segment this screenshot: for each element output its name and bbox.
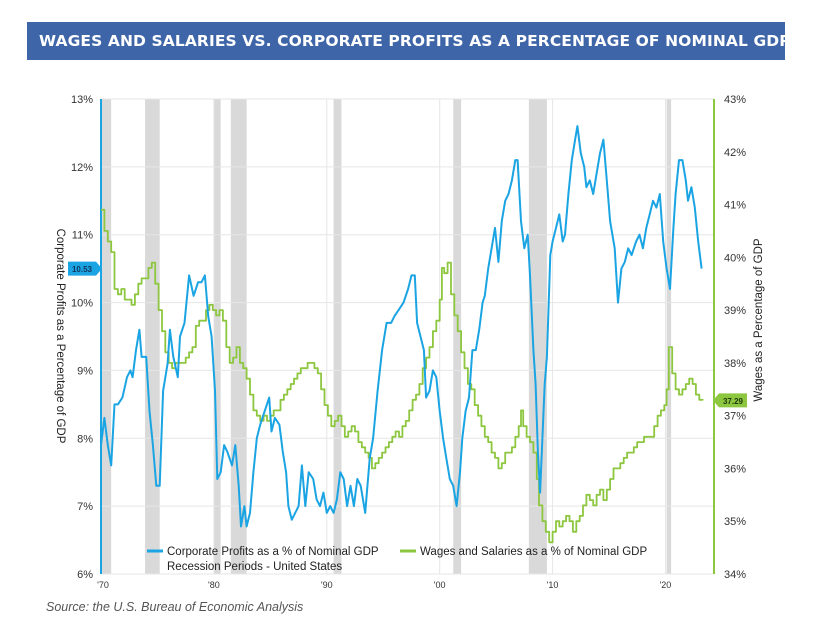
y-left-axis-title: Corporate Profits as a Percentage of GDP: [54, 229, 66, 444]
x-tick-label: '20: [660, 580, 672, 590]
recession-band: [213, 99, 221, 574]
title-banner: WAGES AND SALARIES VS. CORPORATE PROFITS…: [27, 22, 791, 60]
left-end-value-marker: [68, 261, 102, 276]
legend-label-profits: Corporate Profits as a % of Nominal GDP: [167, 546, 379, 558]
recession-band: [101, 99, 112, 574]
y-right-tick-label: 39%: [724, 305, 746, 317]
y-right-tick-label: 34%: [724, 569, 746, 581]
x-tick-label: '70: [97, 580, 109, 590]
y-left-tick-label: 13%: [71, 94, 93, 106]
recession-band: [528, 99, 547, 574]
source-note: Source: the U.S. Bureau of Economic Anal…: [46, 600, 304, 614]
y-left-tick-label: 10%: [71, 298, 93, 310]
x-tick-label: '90: [321, 580, 333, 590]
chart-title: WAGES AND SALARIES VS. CORPORATE PROFITS…: [39, 32, 791, 50]
recession-band: [145, 99, 160, 574]
recession-band: [453, 99, 462, 574]
y-right-tick-label: 35%: [724, 516, 746, 528]
y-left-tick-label: 9%: [77, 365, 93, 377]
y-right-tick-label: 36%: [724, 463, 746, 475]
legend-label-recessions: Recession Periods - United States: [167, 561, 342, 573]
y-left-tick-label: 6%: [77, 569, 93, 581]
x-tick-label: '10: [547, 580, 559, 590]
recession-band: [230, 99, 247, 574]
profits-series-line: [100, 125, 703, 528]
right-end-value-label: 37.29: [723, 397, 744, 406]
x-tick-label: '80: [208, 580, 220, 590]
legend-label-wages: Wages and Salaries as a % of Nominal GDP: [420, 546, 647, 558]
y-right-tick-label: 37%: [724, 411, 746, 423]
left-end-value-label: 10.53: [72, 265, 93, 274]
recession-band: [333, 99, 342, 574]
y-right-axis-title: Wages as a Percentage of GDP: [753, 238, 765, 402]
wages-series-line: [101, 208, 704, 544]
y-right-tick-label: 38%: [724, 358, 746, 370]
y-right-tick-label: 41%: [724, 200, 746, 212]
y-left-tick-label: 7%: [77, 501, 93, 513]
y-left-tick-label: 8%: [77, 433, 93, 445]
y-left-tick-label: 12%: [71, 162, 93, 174]
x-tick-label: '00: [434, 580, 446, 590]
y-right-tick-label: 43%: [724, 94, 746, 106]
right-end-value-marker: [713, 393, 747, 408]
y-right-tick-label: 40%: [724, 252, 746, 264]
y-left-tick-label: 11%: [72, 230, 93, 242]
legend-swatch-recessions: [150, 561, 158, 571]
recession-band: [666, 99, 672, 574]
y-right-tick-label: 42%: [724, 147, 746, 159]
